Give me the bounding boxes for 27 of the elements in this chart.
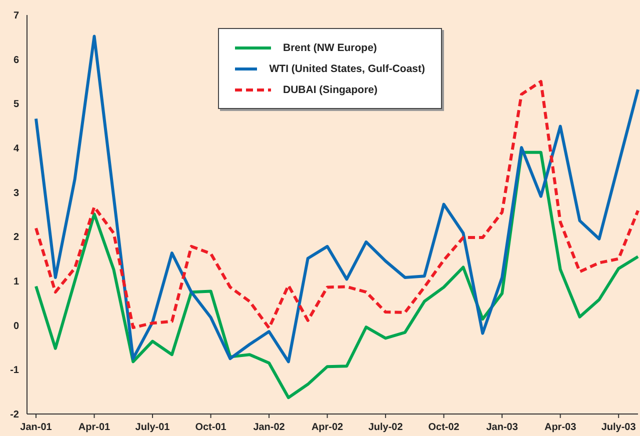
y-tick-label: 2 [13,232,20,244]
y-tick-label: 7 [13,10,20,22]
x-tick-label: Apr-01 [78,422,111,433]
x-tick-label: Oct-02 [428,422,460,433]
y-tick-label: 1 [13,276,20,288]
legend-label: Brent (NW Europe) [282,40,378,56]
y-tick-label: -1 [10,365,20,376]
legend-label: WTI (United States, Gulf-Coast) [268,62,425,76]
x-tick-label: Jan-03 [486,422,518,433]
y-tick-label: -2 [10,410,20,421]
y-tick-label: 4 [13,144,20,155]
x-tick-label: July-02 [368,422,404,433]
y-tick-label: 5 [13,99,20,110]
y-tick-label: 3 [13,188,20,199]
x-tick-label: Jan-02 [253,422,286,433]
x-tick-label: Apr-02 [311,422,344,433]
x-tick-label: Jan-01 [20,422,52,433]
legend-label: DUBAI (Singapore) [282,82,378,98]
x-tick-label: July-03 [601,422,636,433]
x-tick-label: Oct-01 [195,422,227,433]
x-tick-label: Apr-03 [544,422,577,433]
y-tick-label: 0 [13,320,20,332]
line-series [34,80,640,330]
line-series [34,34,640,364]
line-series [34,150,640,400]
x-tick-label: July-01 [135,422,170,433]
y-tick-label: 6 [13,54,20,66]
